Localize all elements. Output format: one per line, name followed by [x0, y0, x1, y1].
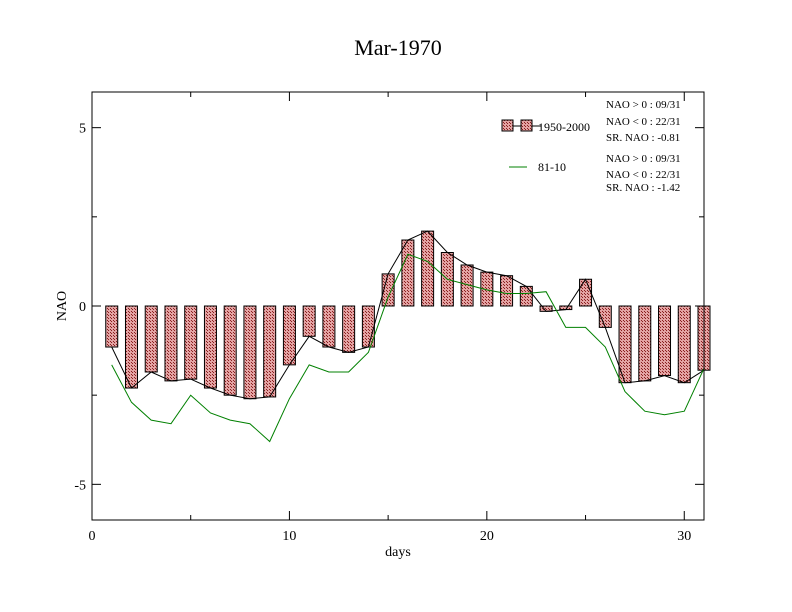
- legend: 1950-2000 81-10: [501, 119, 590, 174]
- axes: 0 10 20 30 -5 0 5: [74, 92, 704, 544]
- bar-day-10: [282, 305, 296, 366]
- stats-1-negative: NAO < 0 : 22/31: [606, 116, 681, 128]
- y-axis-label: NAO: [55, 291, 70, 321]
- bar-day-17: [421, 230, 435, 307]
- stats-2-negative: NAO < 0 : 22/31: [606, 169, 681, 181]
- bar-day-11: [302, 305, 316, 337]
- line-1950-2000: [111, 230, 705, 400]
- bar-day-6: [203, 305, 217, 389]
- bar-day-30: [677, 305, 691, 384]
- stats-1-positive: NAO > 0 : 09/31: [606, 99, 681, 111]
- bar-day-5: [184, 305, 198, 380]
- bar-day-29: [658, 305, 672, 377]
- bar-day-2: [124, 305, 138, 389]
- bar-day-25: [579, 278, 593, 307]
- line-series: [111, 230, 705, 443]
- bar-day-4: [164, 305, 178, 382]
- stats-1-sr: SR. NAO : -0.81: [606, 132, 680, 144]
- x-tick-label-0: 0: [89, 529, 96, 544]
- bar-series: [105, 230, 711, 400]
- bar-day-12: [322, 305, 336, 348]
- x-tick-label-10: 10: [282, 529, 296, 544]
- bar-day-28: [638, 305, 652, 382]
- bar-day-16: [401, 239, 415, 307]
- bar-day-21: [500, 275, 514, 307]
- stats-block: NAO > 0 : 09/31 NAO < 0 : 22/31 SR. NAO …: [606, 99, 681, 194]
- legend-swatch-right: [520, 119, 533, 132]
- x-tick-label-20: 20: [480, 529, 494, 544]
- bar-day-13: [342, 305, 356, 353]
- y-tick-label-5: 5: [79, 122, 86, 137]
- x-axis-label: days: [385, 545, 411, 560]
- bar-day-7: [223, 305, 237, 396]
- chart-title: Mar-1970: [354, 35, 442, 60]
- line-81-10: [111, 253, 705, 443]
- y-tick-label--5: -5: [74, 478, 86, 493]
- bar-day-9: [263, 305, 277, 398]
- x-tick-label-30: 30: [677, 529, 691, 544]
- legend-label-81-10: 81-10: [538, 160, 566, 174]
- bar-day-3: [144, 305, 158, 373]
- legend-label-1950-2000: 1950-2000: [538, 120, 590, 134]
- bar-day-8: [243, 305, 257, 400]
- y-tick-label-0: 0: [79, 300, 86, 315]
- bar-day-22: [519, 285, 533, 307]
- stats-2-positive: NAO > 0 : 09/31: [606, 153, 681, 165]
- legend-swatch-left: [501, 119, 514, 132]
- stats-2-sr: SR. NAO : -1.42: [606, 182, 680, 194]
- bar-day-1: [105, 305, 119, 348]
